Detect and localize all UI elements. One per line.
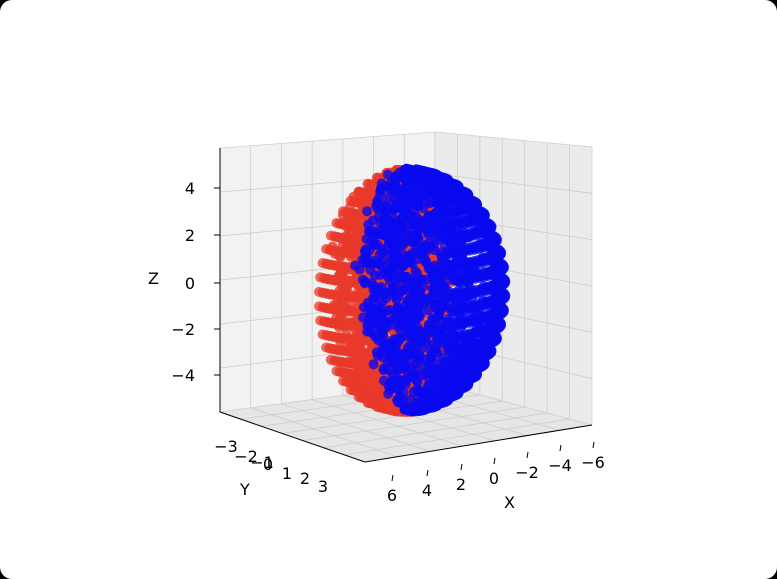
scatter-point [321,289,331,299]
scatter-point [348,336,358,346]
scatter-point [323,274,333,284]
scatter-point [375,395,385,405]
scatter-point [325,260,335,270]
scatter-point [363,186,373,196]
scatter-point [323,317,333,327]
scatter-point [325,331,335,341]
scatter-point [333,357,343,367]
scatter-point [328,344,338,354]
scatter-point [333,301,343,311]
scatter-point [337,268,347,278]
scatter-point [335,336,345,346]
scatter-point [370,382,380,392]
scatter-point [345,202,355,212]
scatter-point [351,215,361,225]
scatter-point [330,249,340,259]
scatter-point [351,325,361,335]
scatter-point [353,349,363,359]
scatter-point [334,286,344,296]
scatter-point [339,368,349,378]
scatter-point [337,234,347,244]
